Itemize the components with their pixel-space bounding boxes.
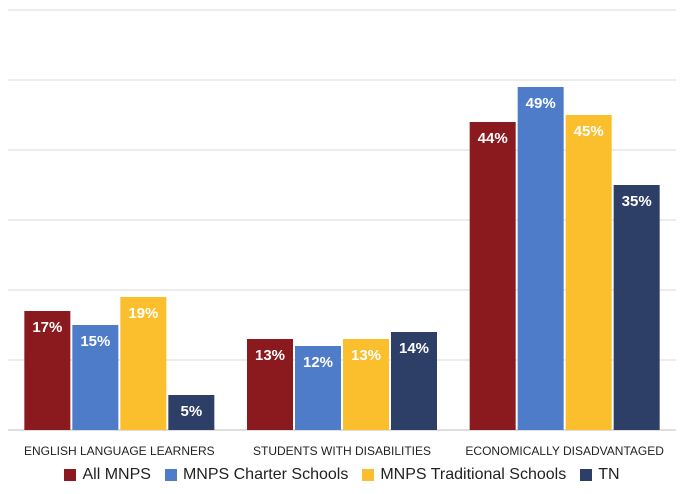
- bar-value-label: 13%: [255, 347, 285, 364]
- legend-swatch: [362, 469, 375, 481]
- bar-value-label: 12%: [303, 354, 333, 371]
- legend-swatch: [580, 469, 593, 481]
- bar: [343, 339, 389, 430]
- bar-value-label: 14%: [399, 340, 429, 357]
- bar: [517, 87, 564, 430]
- bar: [613, 185, 660, 430]
- legend-label: MNPS Charter Schools: [182, 466, 349, 483]
- bar-value-label: 15%: [80, 333, 110, 350]
- bars: [24, 87, 660, 430]
- legend-label: All MNPS: [82, 466, 151, 483]
- bar: [469, 122, 516, 430]
- bar: [391, 332, 437, 430]
- bar-value-label: 35%: [622, 193, 652, 210]
- bar-chart: 17% 15% 19% 5% 13% 12% 13% 14% 44% 49% 45% 35% ENGL…: [8, 9, 676, 458]
- legend-item: MNPS Traditional Schools: [362, 466, 566, 484]
- legend-label: MNPS Traditional Schools: [380, 466, 567, 483]
- bar-value-label: 19%: [128, 305, 158, 322]
- bar: [24, 311, 71, 430]
- bar: [168, 395, 215, 430]
- legend-label: TN: [598, 466, 620, 483]
- bar: [247, 339, 293, 430]
- category-label: ENGLISH LANGUAGE LEARNERS: [24, 444, 215, 458]
- legend-swatch: [64, 469, 77, 481]
- category-label: ECONOMICALLY DISADVANTAGED: [465, 444, 664, 458]
- gridlines: [8, 9, 676, 431]
- bar: [295, 346, 341, 430]
- bar-value-label: 17%: [32, 319, 62, 336]
- bar: [565, 115, 612, 430]
- legend-item: MNPS Charter Schools: [164, 466, 349, 484]
- data-labels: 17% 15% 19% 5% 13% 12% 13% 14% 44% 49% 45% 35%: [32, 95, 651, 420]
- bar: [72, 325, 119, 430]
- legend-swatch: [164, 469, 177, 481]
- legend: All MNPS MNPS Charter Schools MNPS Traditi…: [0, 462, 684, 488]
- category-labels: ENGLISH LANGUAGE LEARNERS STUDENTS WITH D…: [24, 444, 664, 458]
- bar-value-label: 44%: [478, 130, 508, 147]
- bar-value-label: 5%: [180, 403, 202, 420]
- bar: [120, 297, 167, 430]
- legend-item: All MNPS: [64, 466, 151, 484]
- bar-value-label: 45%: [574, 123, 604, 140]
- bar-value-label: 49%: [526, 95, 556, 112]
- bar-value-label: 13%: [351, 347, 381, 364]
- category-label: STUDENTS WITH DISABILITIES: [253, 444, 431, 458]
- legend-item: TN: [580, 466, 620, 484]
